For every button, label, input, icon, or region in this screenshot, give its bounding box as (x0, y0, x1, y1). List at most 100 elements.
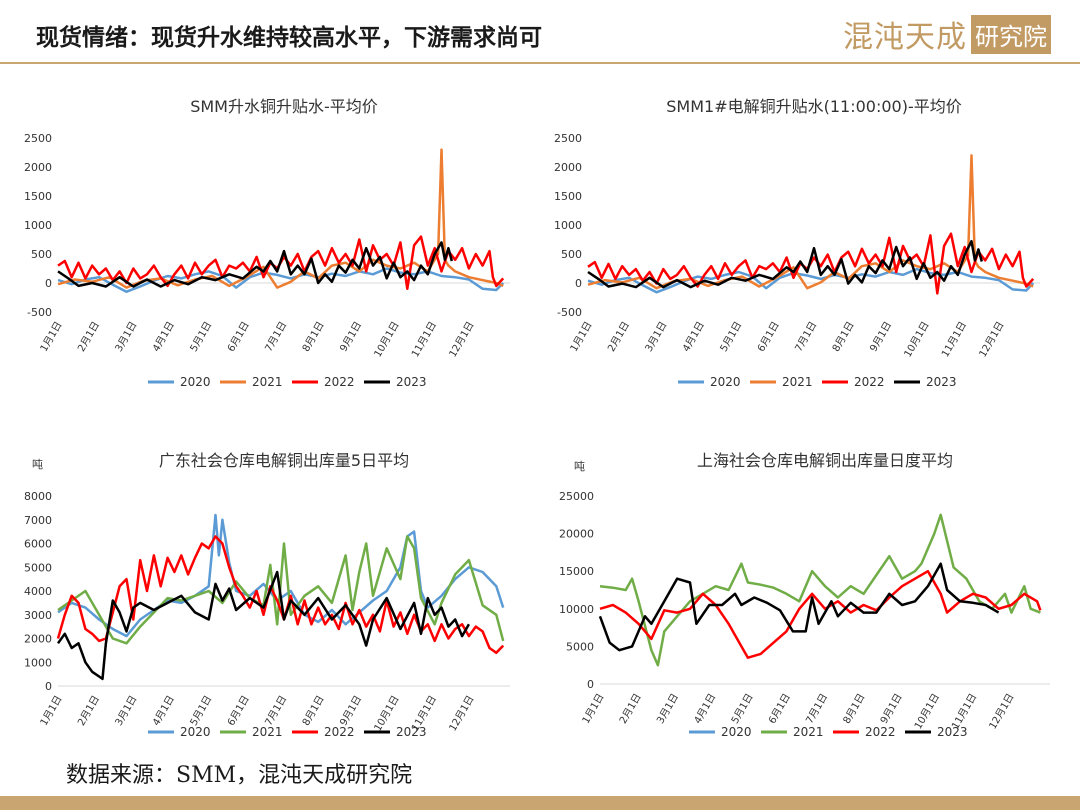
chart-title: 上海社会仓库电解铜出库量日度平均 (697, 451, 953, 470)
legend-label-2021: 2021 (252, 725, 283, 739)
x-tick-label: 5月1日 (729, 692, 756, 726)
y-tick-label: 1500 (554, 190, 582, 203)
legend-label-2022: 2022 (865, 725, 896, 739)
y-tick-label: 20000 (559, 528, 594, 541)
x-tick-label: 4月1日 (680, 320, 707, 354)
y-tick-label: -500 (27, 306, 52, 319)
x-tick-label: 2月1日 (617, 692, 644, 726)
y-tick-label: 2500 (554, 132, 582, 145)
chart-panel-shanghai-outflow: 上海社会仓库电解铜出库量日度平均 吨 25000 20000 15000 10000 500… (540, 440, 1060, 750)
series-line-2020 (587, 267, 1035, 294)
y-tick-label: 15000 (559, 565, 594, 578)
y-tick-label: 500 (31, 248, 52, 261)
x-tick-label: 4月1日 (150, 694, 177, 728)
x-tick-label: 6月1日 (755, 320, 782, 354)
series-line-2022 (57, 235, 505, 291)
x-tick-label: 9月1日 (337, 694, 364, 728)
x-tick-label: 5月1日 (718, 320, 745, 354)
legend-label-2020: 2020 (180, 375, 211, 389)
y-tick-label: 7000 (24, 514, 52, 527)
chart-guangdong-outflow: 广东社会仓库电解铜出库量5日平均 吨 8000 7000 6000 5000 4000 300… (24, 451, 510, 739)
y-tick-label: 2500 (24, 132, 52, 145)
x-tick-label: 2月1日 (75, 694, 102, 728)
y-tick-label: 1500 (24, 190, 52, 203)
legend-label-2021: 2021 (252, 375, 283, 389)
x-tick-label: 9月1日 (878, 692, 905, 726)
y-tick-label: 0 (587, 678, 594, 691)
y-tick-label: 3000 (24, 609, 52, 622)
logo-stamp: 研究院 (971, 14, 1051, 54)
x-tick-label: 7月1日 (263, 320, 290, 354)
series-line-2021 (599, 513, 1041, 667)
legend-label-2023: 2023 (396, 375, 427, 389)
x-tick-label: 6月1日 (766, 692, 793, 726)
legend-label-2020: 2020 (710, 375, 741, 389)
chart-panel-smm1-premium: SMM1#电解铜升贴水(11:00:00)-平均价 2500 2000 1500 100… (540, 86, 1060, 406)
legend-label-2022: 2022 (854, 375, 885, 389)
data-source-note: 数据来源：SMM，混沌天成研究院 (66, 763, 413, 788)
x-tick-label: 3月1日 (654, 692, 681, 726)
x-tick-label: 6月1日 (225, 694, 252, 728)
y-tick-label: 2000 (24, 633, 52, 646)
chart-title: SMM升水铜升贴水-平均价 (190, 97, 378, 116)
chart-smm-premium: SMM升水铜升贴水-平均价 2500 2000 1500 1000 500 0 -5001月1… (24, 97, 510, 389)
series-line-2021 (57, 148, 504, 289)
y-tick-label: 2000 (24, 161, 52, 174)
footer-bar (0, 796, 1080, 810)
x-tick-label: 12月1日 (447, 320, 477, 360)
legend-label-2021: 2021 (782, 375, 813, 389)
y-tick-label: 500 (561, 248, 582, 261)
x-tick-label: 8月1日 (300, 320, 327, 354)
x-tick-label: 11月1日 (939, 320, 969, 360)
x-tick-label: 2月1日 (605, 320, 632, 354)
axis-unit-label: 吨 (32, 458, 43, 471)
y-tick-label: 1000 (554, 219, 582, 232)
y-tick-label: 5000 (24, 561, 52, 574)
x-tick-label: 8月1日 (841, 692, 868, 726)
x-tick-label: 11月1日 (409, 320, 439, 360)
y-tick-label: -500 (557, 306, 582, 319)
y-tick-label: 0 (575, 277, 582, 290)
x-tick-label: 9月1日 (337, 320, 364, 354)
y-tick-label: 0 (45, 277, 52, 290)
legend-label-2020: 2020 (721, 725, 752, 739)
y-tick-label: 1000 (24, 219, 52, 232)
x-tick-label: 4月1日 (692, 692, 719, 726)
series-line-2023 (56, 570, 470, 681)
y-tick-label: 1000 (24, 656, 52, 669)
y-tick-label: 10000 (559, 603, 594, 616)
y-tick-label: 2000 (554, 161, 582, 174)
x-tick-label: 12月1日 (447, 694, 477, 734)
x-tick-label: 6月1日 (225, 320, 252, 354)
legend-label-2022: 2022 (324, 375, 355, 389)
x-tick-label: 12月1日 (987, 692, 1017, 732)
chart-shanghai-outflow: 上海社会仓库电解铜出库量日度平均 吨 25000 20000 15000 10000 500… (559, 451, 1050, 739)
y-tick-label: 5000 (566, 640, 594, 653)
x-tick-label: 1月1日 (38, 694, 65, 728)
chart-title: 广东社会仓库电解铜出库量5日平均 (159, 451, 409, 470)
x-tick-label: 5月1日 (188, 694, 215, 728)
x-tick-label: 10月1日 (372, 320, 402, 360)
legend-label-2021: 2021 (793, 725, 824, 739)
x-tick-label: 4月1日 (150, 320, 177, 354)
x-tick-label: 9月1日 (867, 320, 894, 354)
x-tick-label: 8月1日 (300, 694, 327, 728)
company-logo: 混沌天成 研究院 (843, 14, 1055, 55)
legend-label-2023: 2023 (396, 725, 427, 739)
chart-smm1-premium: SMM1#电解铜升贴水(11:00:00)-平均价 2500 2000 1500 100… (554, 97, 1040, 389)
chart-title: SMM1#电解铜升贴水(11:00:00)-平均价 (666, 97, 961, 116)
x-tick-label: 8月1日 (830, 320, 857, 354)
x-tick-label: 5月1日 (188, 320, 215, 354)
x-tick-label: 10月1日 (902, 320, 932, 360)
y-tick-label: 8000 (24, 490, 52, 503)
header-divider (0, 62, 1080, 64)
logo-text: 混沌天成 (843, 20, 967, 55)
series-line-2022 (587, 232, 1035, 295)
x-tick-label: 3月1日 (113, 320, 140, 354)
y-tick-label: 25000 (559, 490, 594, 503)
chart-panel-smm-premium: SMM升水铜升贴水-平均价 2500 2000 1500 1000 500 0 -500 1月1… (10, 86, 530, 406)
y-tick-label: 6000 (24, 538, 52, 551)
x-tick-label: 2月1日 (75, 320, 102, 354)
series-line-2021 (587, 154, 1034, 290)
x-tick-label: 1月1日 (580, 692, 607, 726)
